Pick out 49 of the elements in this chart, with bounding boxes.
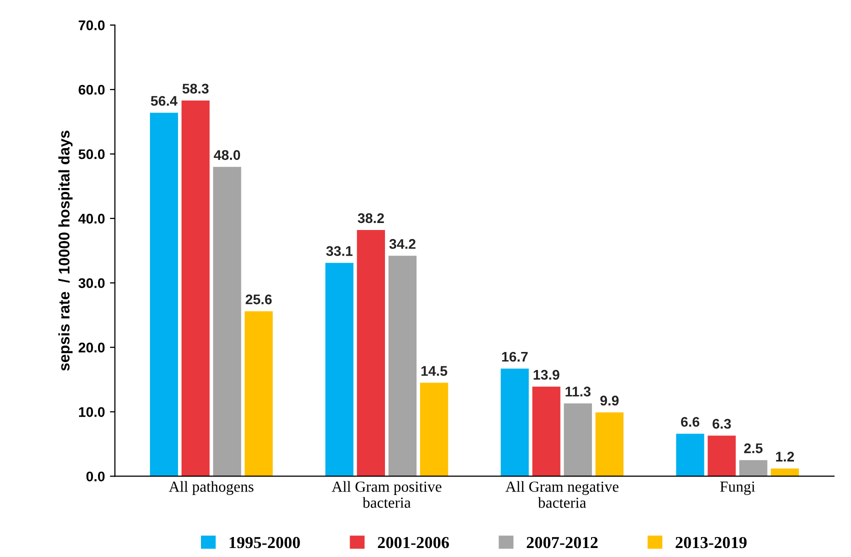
y-axis-title: sepsis rate / 10000 hospital days (58, 130, 73, 371)
data-label: 58.3 (182, 84, 209, 94)
data-label: 6.3 (712, 418, 731, 429)
data-label: 13.9 (534, 370, 560, 380)
bar (325, 262, 354, 476)
data-label: 1.2 (776, 452, 794, 462)
bar (388, 256, 417, 476)
bar (739, 460, 768, 476)
x-tick-label: All Gram positive bacteria (332, 481, 442, 508)
data-label: 16.7 (502, 352, 528, 362)
data-label: 2.5 (744, 443, 763, 454)
data-label: 34.2 (389, 239, 416, 249)
data-label: 25.6 (246, 294, 272, 304)
legend-label: 2001-2006 (378, 536, 449, 548)
x-tick-label: All Gram negative bacteria (505, 481, 618, 508)
bar (213, 166, 242, 476)
data-label: 6.6 (681, 416, 700, 427)
y-tick-label: 0.0 (86, 472, 105, 482)
bar (708, 436, 736, 476)
bar (150, 112, 178, 476)
data-label: 38.2 (358, 213, 384, 224)
bar (500, 368, 529, 476)
data-label: 11.3 (566, 386, 591, 397)
bar (770, 468, 799, 476)
y-tick-label: 20.0 (78, 342, 105, 352)
data-label: 56.4 (150, 96, 178, 106)
bar (420, 382, 448, 476)
data-label: 9.9 (600, 396, 619, 406)
y-tick-label: 70.0 (78, 20, 105, 30)
y-tick-label: 10.0 (79, 407, 105, 417)
bar (532, 386, 560, 476)
x-tick-label: All pathogens (168, 481, 254, 495)
bar (595, 412, 624, 476)
bar (564, 403, 592, 476)
data-label: 48.0 (214, 150, 240, 160)
legend-label: 2013-2019 (676, 536, 747, 548)
data-label: 14.5 (421, 366, 448, 376)
y-tick-label: 60.0 (78, 84, 105, 95)
legend-label: 2007-2012 (526, 536, 598, 548)
y-tick-label: 40.0 (78, 214, 105, 224)
y-tick-label: 50.0 (78, 149, 105, 160)
bar (244, 311, 273, 476)
legend-label: 1995-2000 (230, 536, 300, 548)
bar (182, 100, 210, 476)
x-tick-label: Fungi (720, 482, 756, 495)
y-tick-label: 30.0 (78, 278, 105, 288)
bar (356, 230, 385, 476)
data-label: 33.1 (326, 246, 353, 256)
bar (676, 434, 704, 476)
